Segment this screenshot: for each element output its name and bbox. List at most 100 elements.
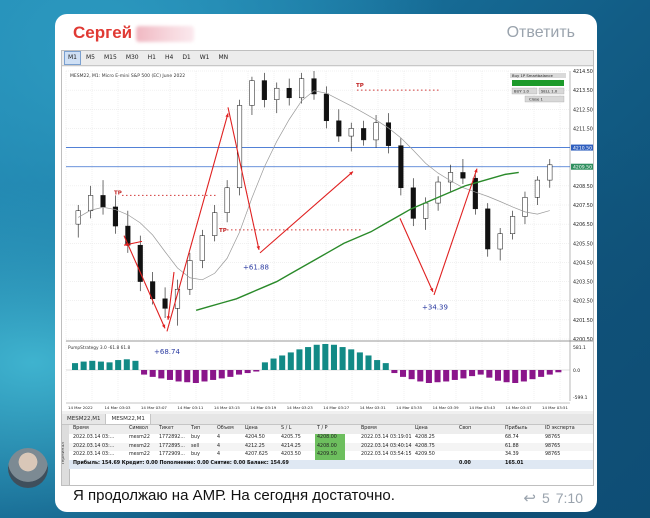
message-text: Я продолжаю на АМР. На сегодня достаточн… [73, 487, 395, 504]
table-row[interactable]: 2022.03.14 03:... mesm22 1772909... buy 4 420… [69, 451, 593, 460]
histogram-bar-negative [546, 370, 553, 375]
candle-bear [323, 93, 329, 122]
reply-arrow-icon[interactable]: ↩ [523, 490, 536, 507]
table-cell: 4203.50 [281, 452, 301, 457]
timeframe-m30[interactable]: M30 [125, 54, 139, 61]
table-cell: Время [73, 426, 89, 431]
timeframe-m5[interactable]: M5 [86, 54, 95, 61]
histogram-bar-positive [270, 358, 277, 370]
timeframe-m15[interactable]: M15 [104, 54, 117, 61]
timeframe-h4[interactable]: H4 [164, 54, 174, 61]
timeframe-m1[interactable]: M1 [64, 51, 81, 65]
table-row[interactable]: 2022.03.14 03:... mesm22 1772895... sell 4 42… [69, 442, 593, 451]
price-axis-label: 4201.50 [573, 318, 593, 324]
price-axis-label: 4206.50 [573, 222, 593, 228]
table-cell: 1772909... [159, 452, 185, 457]
reply-button[interactable]: Ответить [506, 24, 575, 41]
message-meta: ↩ 5 7:10 [523, 489, 583, 507]
gray-moving-average [78, 90, 550, 281]
table-cell: 98765 [545, 452, 561, 457]
buy-button [511, 87, 538, 95]
candle-bull [423, 202, 429, 219]
avatar[interactable] [8, 448, 48, 488]
histogram-bar-negative [469, 370, 476, 377]
price-axis-label: 4213.50 [573, 88, 593, 94]
histogram-bar-negative [434, 370, 441, 383]
sell-button [538, 87, 565, 95]
candle-bull [348, 128, 354, 137]
table-cell: 2022.03.14 03:54:15 [361, 452, 412, 457]
histogram-bar-negative [227, 370, 234, 377]
table-cell: 4214.25 [281, 443, 301, 449]
candle-bull [75, 210, 81, 225]
table-cell: Цена [415, 426, 428, 431]
histogram-bar-negative [158, 370, 165, 379]
histogram-bar-positive [322, 344, 329, 370]
trade-history-table: Терминал Время Символ Тикет Тип Объем Цена S /… [62, 425, 593, 485]
histogram-bar-negative [512, 370, 519, 383]
buy-button-label: BUY 1.0 [514, 89, 530, 94]
table-cell: 4209.50 [317, 452, 337, 457]
candle-bull [249, 80, 255, 106]
histogram-bar-negative [236, 370, 243, 375]
trading-screenshot[interactable]: M1 M5 M15 M30 H1 H4 D1 W1 MN 4214.50 4213.50 4212.… [61, 50, 594, 486]
table-row[interactable]: 2022.03.14 03:... mesm22 1772892... buy 4 420… [69, 434, 593, 443]
chart-tabs: MESM22,M1 MESM22,M1 [62, 414, 593, 425]
chart-tab-1[interactable]: MESM22,M1 [62, 414, 107, 424]
tp-cell-highlight [315, 451, 345, 460]
price-axis-label: 4211.50 [573, 126, 593, 132]
timeframe-h1[interactable]: H1 [147, 54, 156, 61]
panel-header [510, 73, 566, 78]
table-cell: 4 [217, 452, 221, 457]
histogram-bar-negative [477, 370, 484, 375]
timeframe-mn[interactable]: MN [218, 54, 229, 61]
candle-bull [187, 260, 193, 290]
trade-arrow-head [166, 316, 171, 320]
candle-bull [224, 187, 230, 213]
sender-name[interactable]: Сергей [73, 23, 133, 42]
candle-bull [174, 288, 181, 309]
histogram-bar-negative [400, 370, 407, 377]
candle-bear [361, 128, 367, 141]
tp-label: TP [356, 83, 364, 89]
candle-bull [199, 235, 205, 261]
histogram-bar-negative [253, 370, 260, 372]
histogram-bar-negative [244, 370, 251, 374]
price-axis-label: 4208.50 [573, 184, 593, 190]
timeframe-d1[interactable]: D1 [182, 54, 191, 61]
histogram-bar-negative [529, 370, 536, 380]
table-cell: Цена [245, 426, 258, 431]
table-cell: ID эксперта [545, 426, 575, 431]
histogram-bar-negative [201, 370, 208, 382]
trade-arrow [166, 113, 229, 332]
histogram-bar-positive [287, 352, 294, 370]
table-cell: 4204.50 [245, 435, 265, 440]
candle-bear [125, 225, 131, 246]
table-cell: Объем [217, 426, 234, 431]
candle-bull [534, 179, 540, 198]
candle-bull [299, 78, 305, 99]
message-time: 7:10 [555, 490, 583, 506]
candle-bull [497, 233, 503, 250]
table-cell: 2022.03.14 03:... [73, 443, 115, 449]
chart-tab-2[interactable]: MESM22,M1 [106, 414, 151, 424]
price-axis-label: 4203.50 [573, 280, 593, 286]
candle-bull [88, 195, 94, 211]
tp-label: TP [114, 190, 122, 196]
histogram-bar-positive [305, 347, 312, 370]
table-cell: Своп [459, 426, 472, 431]
price-axis-label: 4207.50 [573, 203, 593, 209]
time-axis-label: 14 Mar 03:11 [177, 405, 204, 410]
table-cell: mesm22 [129, 452, 150, 457]
indicator-value: +68.74 [154, 348, 180, 356]
table-cell: 98765 [545, 435, 561, 440]
profit-annotation: +34.39 [422, 303, 448, 311]
price-axis-label: 4200.50 [573, 337, 593, 343]
time-axis-label: 14 Mar 03:35 [396, 405, 423, 410]
timeframe-w1[interactable]: W1 [199, 54, 210, 61]
histogram-bar-positive [313, 344, 320, 370]
histogram-bar-negative [417, 370, 424, 382]
histogram-bar-negative [443, 370, 450, 382]
time-axis-label: 14 Mar 03:43 [469, 405, 496, 410]
bid-tag-label: 4210.50 [573, 146, 592, 152]
